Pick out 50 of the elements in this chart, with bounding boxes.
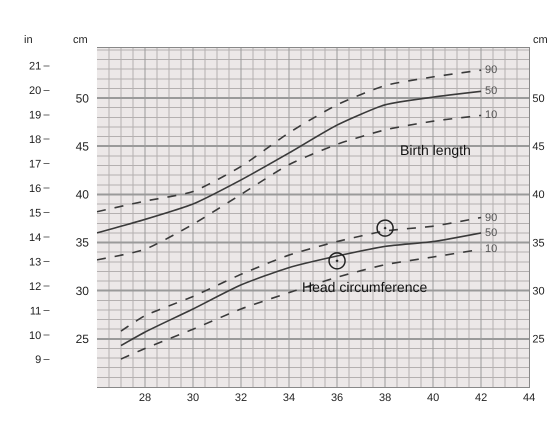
y2-tick-label: 16 <box>29 183 42 195</box>
y3-tick-label: 50 <box>76 91 90 106</box>
y2-tick-label: 11 <box>30 305 42 318</box>
x-tick-label: 38 <box>378 392 392 404</box>
x-tick-label: 32 <box>234 392 248 404</box>
series-label: 10 <box>485 243 498 255</box>
y2-tick-label: 9 <box>35 354 42 366</box>
annotation: Birth length <box>400 142 471 158</box>
y2-tick-label: 13 <box>29 256 42 268</box>
series-label: 50 <box>485 227 498 239</box>
series-label: 90 <box>485 212 498 224</box>
y-tick-label: 50 <box>532 92 545 105</box>
series-label: 90 <box>485 64 498 76</box>
y-axis-title: cm <box>533 34 548 46</box>
y3-tick-label: 30 <box>76 284 90 298</box>
y-tick-label: 30 <box>532 286 545 298</box>
y3-tick-label: 40 <box>76 188 90 202</box>
x-tick-label: 44 <box>523 392 536 404</box>
line-series <box>96 114 482 261</box>
y2-tick-label: 17 <box>29 158 42 171</box>
y2-tick-label: 20 <box>29 85 42 98</box>
y-tick-label: 25 <box>532 334 545 346</box>
annotation: Head circumference <box>302 279 428 295</box>
x-tick-label: 34 <box>282 392 296 404</box>
y2-tick-label: 19 <box>29 110 42 122</box>
x-tick-label: 42 <box>475 392 488 404</box>
y2-axis-title: in <box>24 34 33 46</box>
x-tick-label: 28 <box>138 392 152 404</box>
series-label: 50 <box>485 85 498 97</box>
y3-axis-title: cm <box>73 34 88 46</box>
line-series <box>120 232 482 346</box>
y2-tick-label: 18 <box>29 134 42 146</box>
y2-tick-label: 10 <box>29 330 42 342</box>
y2-tick-label: 15 <box>29 207 42 220</box>
y3-tick-label: 35 <box>76 236 90 250</box>
y-tick-label: 45 <box>532 141 545 154</box>
y3-tick-label: 25 <box>76 332 90 346</box>
line-series <box>120 216 482 332</box>
line-series <box>96 90 482 234</box>
y2-tick-label: 12 <box>29 280 42 293</box>
y-tick-label: 40 <box>532 189 545 202</box>
y-tick-label: 35 <box>532 237 545 250</box>
y2-tick-label: 14 <box>29 232 42 244</box>
series-label: 10 <box>485 109 498 121</box>
y2-tick-label: 21 <box>29 60 42 73</box>
y3-tick-label: 45 <box>76 139 90 154</box>
x-tick-label: 36 <box>330 392 344 404</box>
x-tick-label: 30 <box>186 392 200 404</box>
x-tick-label: 40 <box>427 392 440 404</box>
line-series <box>96 69 482 213</box>
